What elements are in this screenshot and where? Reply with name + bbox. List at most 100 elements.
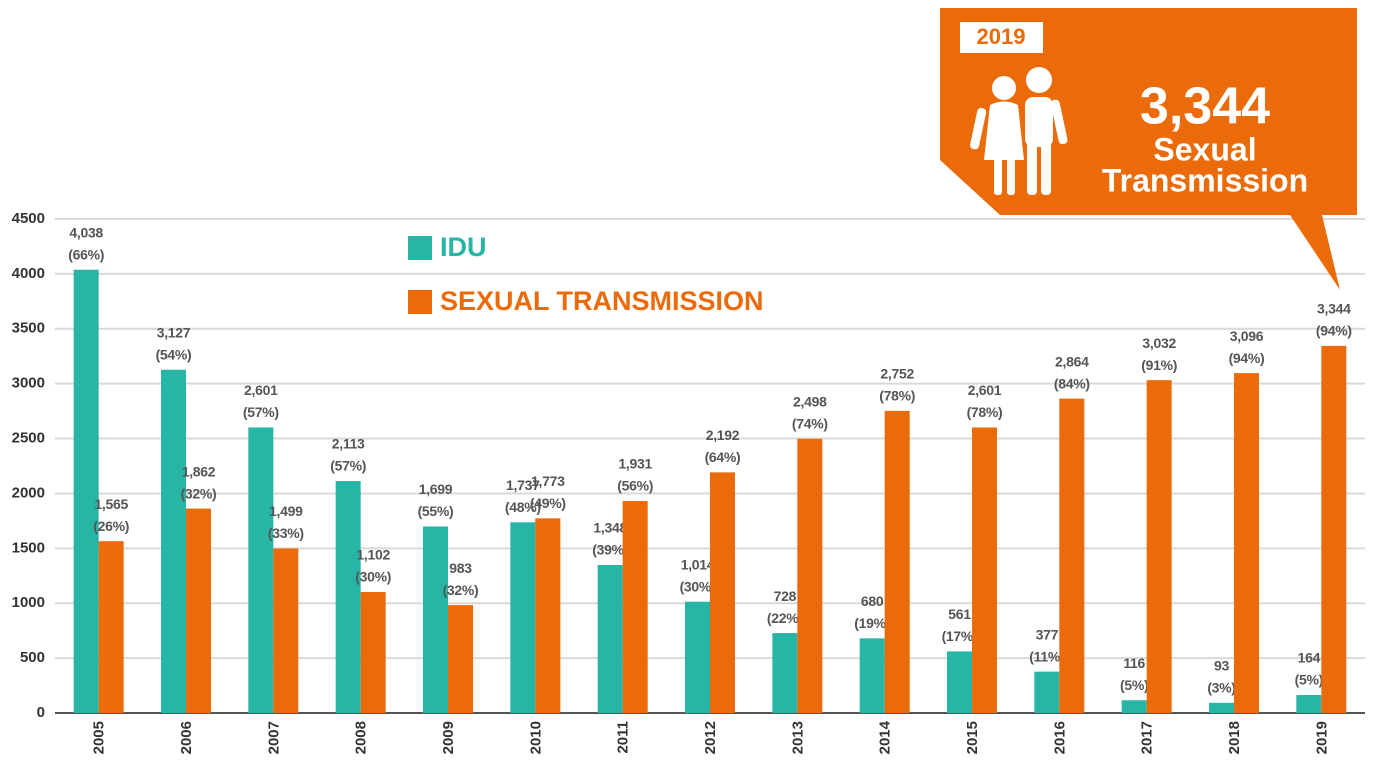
x-tick-label: 2018 bbox=[1226, 721, 1243, 754]
bar bbox=[423, 526, 448, 713]
x-tick-label: 2007 bbox=[265, 721, 282, 754]
share-label: (48%) bbox=[505, 499, 541, 515]
share-label: (66%) bbox=[68, 246, 104, 262]
x-tick-label: 2019 bbox=[1313, 721, 1330, 754]
value-label: 680 bbox=[861, 593, 884, 609]
share-label: (49%) bbox=[530, 495, 566, 511]
callout-text: Transmission bbox=[1102, 162, 1308, 198]
bar bbox=[884, 410, 910, 713]
share-label: (30%) bbox=[355, 569, 391, 585]
y-tick-label: 4500 bbox=[12, 210, 45, 227]
bar bbox=[186, 508, 211, 713]
legend-label: IDU bbox=[440, 232, 487, 262]
y-tick-label: 2500 bbox=[12, 430, 45, 447]
bar bbox=[1121, 700, 1147, 713]
share-label: (55%) bbox=[418, 503, 454, 519]
value-label: 164 bbox=[1298, 650, 1321, 666]
bar bbox=[972, 427, 997, 713]
y-tick-label: 3500 bbox=[12, 320, 45, 337]
callout-value: 3,344 bbox=[1140, 78, 1270, 136]
bar bbox=[859, 638, 885, 713]
legend-label: SEXUAL TRANSMISSION bbox=[440, 286, 764, 316]
y-tick-label: 1000 bbox=[12, 594, 45, 611]
share-label: (5%) bbox=[1295, 672, 1323, 688]
bar bbox=[1059, 398, 1085, 713]
bar bbox=[360, 592, 386, 713]
value-label: 1,348 bbox=[593, 520, 627, 536]
share-label: (64%) bbox=[705, 449, 741, 465]
y-tick-label: 2000 bbox=[12, 484, 45, 501]
value-label: 2,498 bbox=[793, 393, 827, 409]
value-label: 728 bbox=[774, 588, 797, 604]
value-label: 1,699 bbox=[419, 481, 453, 497]
bar bbox=[1034, 671, 1060, 713]
bar bbox=[1146, 380, 1172, 713]
x-tick-label: 2009 bbox=[440, 721, 457, 754]
bar bbox=[622, 501, 648, 713]
share-label: (78%) bbox=[879, 388, 915, 404]
bar bbox=[535, 518, 561, 713]
x-tick-label: 2016 bbox=[1051, 721, 1068, 754]
value-label: 93 bbox=[1214, 657, 1229, 673]
share-label: (84%) bbox=[1054, 375, 1090, 391]
value-label: 3,032 bbox=[1142, 335, 1176, 351]
value-label: 2,113 bbox=[332, 436, 365, 452]
value-label: 1,737 bbox=[506, 477, 540, 493]
value-label: 1,931 bbox=[618, 456, 652, 472]
share-label: (94%) bbox=[1229, 350, 1265, 366]
share-label: (39%) bbox=[592, 542, 628, 558]
x-tick-label: 2010 bbox=[527, 721, 544, 754]
value-label: 561 bbox=[948, 606, 971, 622]
x-tick-label: 2015 bbox=[964, 721, 981, 754]
bar bbox=[597, 565, 623, 713]
share-label: (3%) bbox=[1207, 679, 1235, 695]
bar bbox=[510, 522, 536, 713]
value-label: 2,601 bbox=[968, 382, 1002, 398]
bar bbox=[797, 438, 823, 713]
value-label: 2,752 bbox=[880, 366, 914, 382]
value-label: 1,565 bbox=[94, 496, 128, 512]
x-tick-label: 2006 bbox=[178, 721, 195, 754]
bar bbox=[772, 633, 798, 713]
value-label: 1,014 bbox=[681, 556, 715, 572]
y-tick-label: 0 bbox=[37, 704, 45, 721]
bar bbox=[335, 481, 361, 713]
bar bbox=[448, 605, 473, 713]
bar bbox=[1234, 373, 1259, 713]
legend-swatch bbox=[408, 236, 432, 260]
y-tick-label: 500 bbox=[20, 649, 45, 666]
x-tick-label: 2014 bbox=[877, 720, 894, 754]
bar bbox=[273, 548, 299, 713]
value-label: 3,344 bbox=[1317, 301, 1351, 317]
bar bbox=[161, 369, 186, 713]
bar bbox=[710, 472, 735, 713]
value-label: 2,864 bbox=[1055, 353, 1089, 369]
people-icon bbox=[970, 67, 1068, 195]
share-label: (91%) bbox=[1141, 357, 1177, 373]
value-label: 1,102 bbox=[356, 547, 390, 563]
value-label: 116 bbox=[1123, 655, 1145, 671]
share-label: (26%) bbox=[93, 518, 129, 534]
share-label: (94%) bbox=[1316, 323, 1352, 339]
share-label: (57%) bbox=[330, 458, 366, 474]
value-label: 1,862 bbox=[182, 463, 216, 479]
value-label: 2,192 bbox=[706, 427, 740, 443]
legend-swatch bbox=[408, 290, 432, 314]
x-tick-label: 2013 bbox=[789, 721, 806, 754]
share-label: (30%) bbox=[680, 578, 716, 594]
share-label: (33%) bbox=[268, 525, 304, 541]
bar bbox=[98, 541, 124, 713]
share-label: (78%) bbox=[967, 404, 1003, 420]
callout-text: Sexual bbox=[1153, 131, 1256, 167]
share-label: (11%) bbox=[1029, 648, 1064, 664]
x-tick-label: 2005 bbox=[91, 721, 108, 754]
share-label: (22%) bbox=[767, 610, 803, 626]
value-label: 3,096 bbox=[1230, 328, 1264, 344]
y-tick-label: 3000 bbox=[12, 375, 45, 392]
share-label: (74%) bbox=[792, 415, 828, 431]
bar bbox=[1321, 345, 1347, 713]
x-tick-label: 2012 bbox=[702, 721, 719, 754]
share-label: (19%) bbox=[854, 615, 890, 631]
share-label: (54%) bbox=[156, 346, 192, 362]
